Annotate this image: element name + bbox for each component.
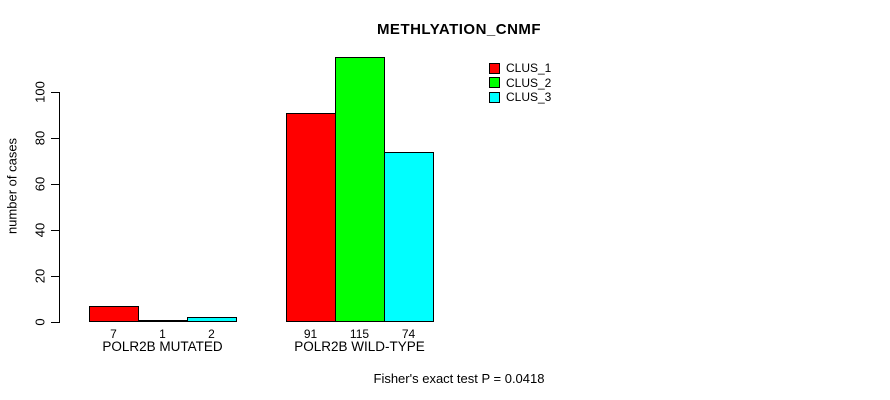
legend-item-clus_1: CLUS_1 (489, 61, 551, 76)
bar-clus_2-group2 (335, 57, 385, 322)
legend-label: CLUS_3 (506, 90, 552, 105)
bar-value-label: 91 (303, 327, 318, 341)
y-tick-mark (51, 322, 59, 323)
y-tick-label: 20 (32, 268, 48, 284)
bar-value-label: 2 (208, 327, 215, 341)
y-tick-mark (51, 276, 59, 277)
bar-clus_1-group2 (286, 113, 336, 322)
legend-item-clus_2: CLUS_2 (489, 76, 551, 91)
bar-clus_1-group1 (89, 306, 139, 322)
legend-item-clus_3: CLUS_3 (489, 90, 551, 105)
annotation-text: Fisher's exact test P = 0.0418 (373, 371, 545, 386)
y-tick-mark (51, 230, 59, 231)
bar-clus_2-group1 (138, 320, 188, 322)
bar-value-label: 115 (349, 327, 370, 341)
y-tick-label: 0 (32, 318, 48, 326)
y-axis-label: number of cases (4, 137, 20, 235)
x-category-label: POLR2B WILD-TYPE (294, 339, 425, 354)
y-tick-mark (51, 92, 59, 93)
y-tick-mark (51, 138, 59, 139)
y-tick-label: 80 (32, 130, 48, 146)
y-tick-label: 60 (32, 176, 48, 192)
chart-title: METHLYATION_CNMF (376, 21, 542, 38)
legend-swatch-icon (489, 91, 500, 103)
y-axis-line (59, 92, 60, 323)
bar-value-label: 74 (401, 327, 416, 341)
y-tick-mark (51, 184, 59, 185)
legend-swatch-icon (489, 77, 500, 89)
bar-value-label: 7 (110, 327, 117, 341)
legend-label: CLUS_1 (506, 61, 552, 76)
bar-clus_3-group1 (187, 317, 237, 322)
x-category-label: POLR2B MUTATED (102, 339, 223, 354)
bar-value-label: 1 (159, 327, 166, 341)
legend-swatch-icon (489, 62, 500, 74)
legend-label: CLUS_2 (506, 75, 552, 90)
bar-clus_3-group2 (384, 152, 434, 322)
y-tick-label: 100 (32, 81, 48, 103)
y-tick-label: 40 (32, 222, 48, 238)
legend: CLUS_1 CLUS_2 CLUS_3 (489, 61, 551, 105)
